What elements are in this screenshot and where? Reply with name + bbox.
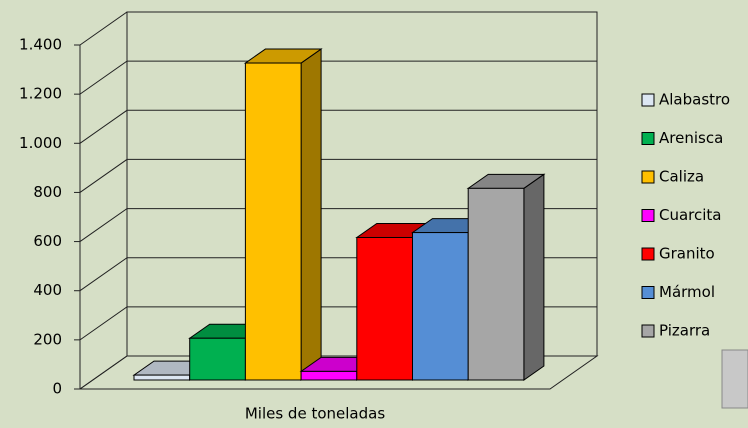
legend-swatch [641, 170, 655, 184]
bar [467, 187, 525, 381]
bar-side [300, 48, 322, 381]
y-tick-label: 0 [52, 380, 62, 398]
x-tick-label: Miles de toneladas [245, 405, 385, 423]
grid-line [79, 208, 597, 242]
bar [356, 236, 413, 381]
y-tick-label: 800 [33, 183, 62, 201]
bar [412, 232, 469, 381]
bar [300, 370, 358, 381]
y-tick-label: 1.400 [19, 36, 62, 54]
legend-label: Pizarra [659, 322, 710, 340]
legend-label: Alabastro [659, 91, 730, 109]
bar-side [523, 173, 545, 381]
corner-icon [721, 349, 748, 409]
grid-line [79, 109, 597, 144]
legend-swatch [641, 324, 655, 338]
legend-swatch [641, 247, 655, 261]
y-tick-label: 400 [33, 281, 62, 299]
y-tick-label: 1.000 [19, 134, 62, 152]
grid-line [79, 158, 597, 193]
legend-swatch [641, 132, 655, 145]
legend-swatch [641, 93, 655, 107]
y-tick-label: 200 [33, 330, 62, 348]
bar [133, 374, 191, 381]
legend-label: Caliza [659, 168, 704, 186]
legend-label: Cuarcita [659, 206, 722, 224]
grid-line [79, 11, 597, 46]
legend-label: Arenisca [659, 129, 723, 147]
y-tick-label: 600 [33, 232, 62, 250]
legend-label: Mármol [659, 283, 715, 301]
grid-line [79, 60, 597, 95]
bar [244, 62, 302, 381]
y-tick-label: 1.200 [19, 85, 62, 103]
legend-swatch [641, 209, 655, 222]
legend-label: Granito [659, 245, 715, 263]
legend-swatch [641, 286, 655, 299]
bar [189, 337, 246, 381]
